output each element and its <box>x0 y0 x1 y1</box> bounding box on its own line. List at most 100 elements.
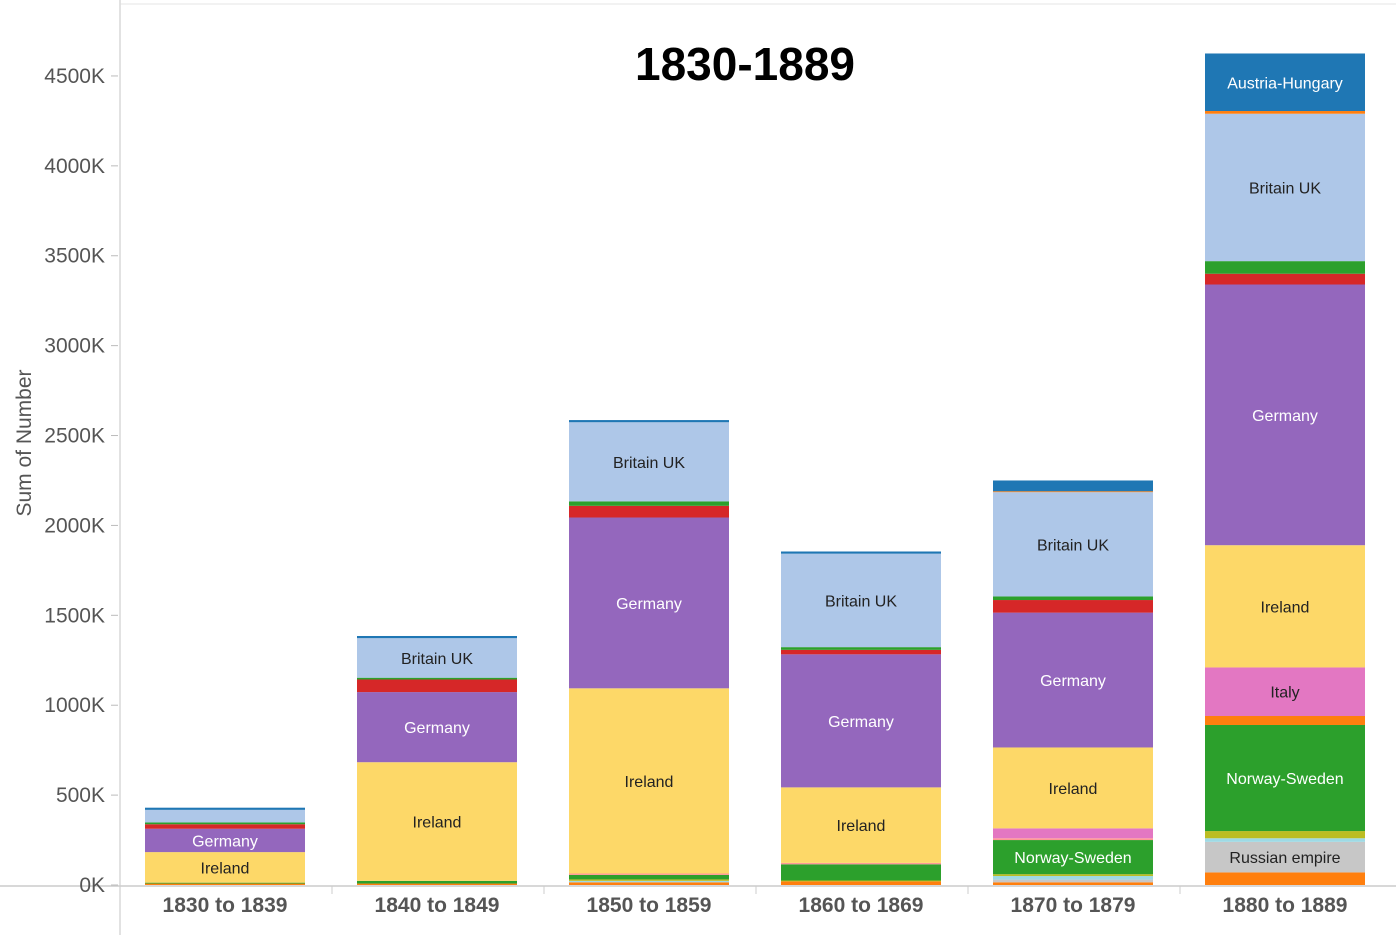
bar-segment-other <box>145 822 305 825</box>
bar-segment-other <box>569 873 729 875</box>
bar-segment-britain-uk <box>145 809 305 823</box>
bar-segment-other <box>781 862 941 865</box>
y-tick-label: 2000K <box>44 514 105 537</box>
bar-segment-germany <box>569 517 729 689</box>
segment-label: Germany <box>616 596 682 613</box>
bars: Ireland Germany Ireland Germany Britain UK Ir… <box>145 53 1365 885</box>
bar-segment-other <box>1205 273 1365 285</box>
bar-segment-russian-empire <box>993 879 1153 883</box>
bar-segment-ireland <box>781 787 941 863</box>
bar-segment-norway-sweden <box>1205 724 1365 832</box>
bar-segment-austria-hungary <box>781 551 941 554</box>
x-tick-label: 1880 to 1889 <box>1223 894 1348 917</box>
segment-label: Germany <box>1252 408 1318 425</box>
bar-segment-germany <box>781 654 941 788</box>
segment-label: Britain UK <box>1037 537 1109 554</box>
bar-segment-ireland <box>145 852 305 883</box>
segment-label: Norway-Sweden <box>1014 850 1131 867</box>
y-tick-label: 3500K <box>44 245 105 268</box>
segment-label: Italy <box>1270 685 1299 702</box>
bar-segment-norway-sweden <box>145 882 305 884</box>
bar-segment-other <box>1205 261 1365 274</box>
bar-segment-austria-hungary <box>993 480 1153 492</box>
bar-segment-other <box>993 596 1153 601</box>
bar-segment-austria-hungary <box>145 807 305 810</box>
bar-segment-other <box>569 880 729 883</box>
segment-label: Ireland <box>1261 599 1310 616</box>
bar-segment-norway-sweden <box>993 840 1153 875</box>
x-axis-labels: 1830 to 1839 1840 to 1849 1850 to 1859 1860… <box>163 886 1348 917</box>
bar-segment-other <box>145 883 305 885</box>
y-tick-label: 1500K <box>44 604 105 627</box>
bar-segment-other <box>993 491 1153 493</box>
bar-segment-other <box>781 649 941 655</box>
y-axis-label: Sum of Number <box>13 369 36 516</box>
x-tick-label: 1860 to 1869 <box>799 894 924 917</box>
bar-segment-germany <box>1205 284 1365 546</box>
bar-segment-other <box>993 600 1153 613</box>
x-tick-label: 1830 to 1839 <box>163 894 288 917</box>
y-tick-label: 1000K <box>44 694 105 717</box>
segment-label: Germany <box>404 720 470 737</box>
segment-label: Ireland <box>837 818 886 835</box>
segment-label: Austria-Hungary <box>1227 75 1343 92</box>
bar-segment-italy <box>993 828 1153 839</box>
bar-segment-germany <box>993 612 1153 748</box>
y-tick-label: 500K <box>56 784 105 807</box>
y-tick-label: 3000K <box>44 335 105 358</box>
bar-stack <box>1205 53 1365 885</box>
bar-segment-other <box>569 879 729 881</box>
bar-segment-other <box>993 874 1153 877</box>
x-tick-label: 1850 to 1859 <box>587 894 712 917</box>
segment-label: Germany <box>1040 673 1106 690</box>
bar-segment-other <box>781 647 941 650</box>
y-tick-label: 4000K <box>44 155 105 178</box>
bar-segment-ireland <box>1205 545 1365 668</box>
bar-segment-ireland <box>569 688 729 874</box>
bar-segment-other <box>145 824 305 829</box>
segment-label: Ireland <box>201 860 250 877</box>
bar-stack <box>993 480 1153 885</box>
bar-segment-other <box>1205 838 1365 842</box>
bar-stack <box>781 551 941 885</box>
segment-label: Ireland <box>625 774 674 791</box>
segment-label: Britain UK <box>1249 180 1321 197</box>
bar-segment-ireland <box>993 747 1153 829</box>
segment-label: Russian empire <box>1229 850 1340 867</box>
bar-segment-other <box>357 679 517 693</box>
bar-segment-germany <box>145 828 305 853</box>
segment-label: Britain UK <box>613 455 685 472</box>
bar-segment-other <box>1205 716 1365 725</box>
bar-segment-other <box>993 838 1153 841</box>
bar-segment-norway-sweden <box>569 874 729 880</box>
segment-label: Ireland <box>413 815 462 832</box>
bar-segment-britain-uk <box>1205 113 1365 262</box>
bar-segment-austria-hungary <box>1205 53 1365 112</box>
segment-label: Norway-Sweden <box>1226 771 1343 788</box>
bar-segment-other <box>781 880 941 882</box>
bar-segment-other <box>781 881 941 885</box>
bar-segment-ireland <box>357 762 517 881</box>
y-axis-ticks: 0K 500K 1000K 1500K 2000K 2500K 3000K 3500K 4000… <box>44 65 118 897</box>
bar-segment-other <box>569 501 729 506</box>
bar-segment-other <box>993 882 1153 885</box>
segment-label: Germany <box>828 714 894 731</box>
bar-segment-britain-uk <box>781 553 941 648</box>
bar-segment-other <box>1205 111 1365 114</box>
chart-title: 1830-1889 <box>635 38 855 90</box>
y-tick-label: 4500K <box>44 65 105 88</box>
bar-segment-other <box>569 882 729 885</box>
bar-segment-britain-uk <box>569 422 729 502</box>
bar-stack <box>357 635 517 885</box>
bar-segment-norway-sweden <box>357 880 517 884</box>
y-tick-label: 2500K <box>44 425 105 448</box>
bar-stack <box>145 807 305 885</box>
bar-stack <box>569 420 729 885</box>
bar-segment-austria-hungary <box>357 635 517 639</box>
bar-segment-other <box>569 505 729 518</box>
bar-segment-other <box>1205 831 1365 839</box>
bar-segment-italy <box>1205 667 1365 716</box>
bar-segment-other <box>357 677 517 680</box>
